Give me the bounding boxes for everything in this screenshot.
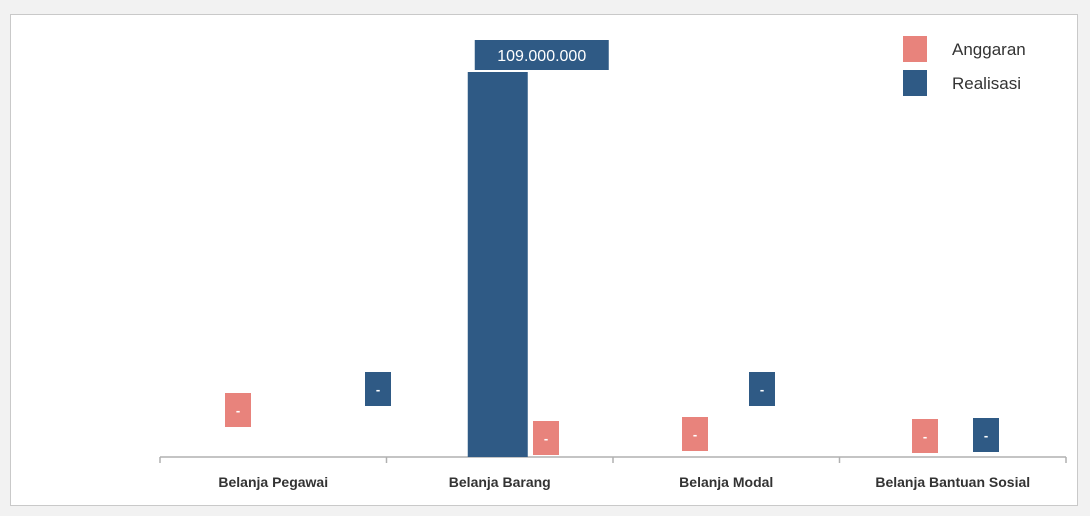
data-label-realisasi-belanja-modal: - [760,382,764,397]
legend-label-anggaran: Anggaran [952,40,1026,59]
data-label-anggaran-belanja-pegawai: - [236,403,240,418]
zero-marker-realisasi-belanja-modal [749,372,775,406]
bar-realisasi-belanja-barang [467,72,528,457]
zero-marker-anggaran-belanja-bantuan-sosial [912,419,938,453]
legend: Anggaran Realisasi [903,36,1026,96]
zero-marker-anggaran-belanja-modal [682,417,708,451]
category-label-belanja-barang: Belanja Barang [449,474,551,490]
zero-marker-anggaran-belanja-pegawai [225,393,251,427]
category-label-belanja-pegawai: Belanja Pegawai [218,474,328,490]
legend-label-realisasi: Realisasi [952,74,1021,93]
zero-marker-realisasi-belanja-pegawai [365,372,391,406]
data-label-anggaran-belanja-bantuan-sosial: - [923,429,927,444]
data-label-realisasi-belanja-bantuan-sosial: - [984,428,988,443]
zero-marker-anggaran-belanja-barang [533,421,559,455]
data-label-anggaran-belanja-modal: - [693,427,697,442]
data-label-realisasi-belanja-pegawai: - [376,382,380,397]
data-label-box-realisasi-belanja-barang [474,40,609,70]
category-label-belanja-modal: Belanja Modal [679,474,773,490]
zero-marker-realisasi-belanja-bantuan-sosial [973,418,999,452]
legend-swatch-anggaran [903,36,927,62]
category-label-belanja-bantuan-sosial: Belanja Bantuan Sosial [875,474,1030,490]
legend-swatch-realisasi [903,70,927,96]
data-label-anggaran-belanja-barang: - [544,431,548,446]
data-label-realisasi-belanja-barang: 109.000.000 [497,48,586,65]
